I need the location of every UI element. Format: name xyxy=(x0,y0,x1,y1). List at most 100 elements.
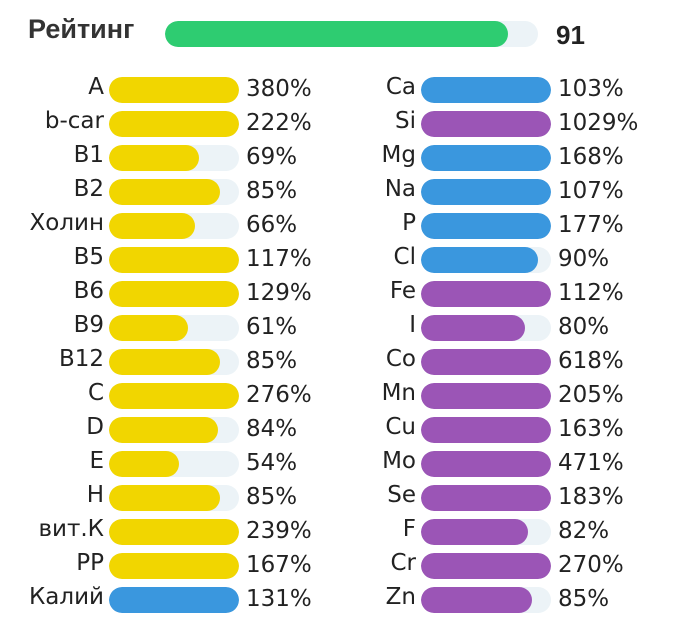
nutrient-row: Mn 205% xyxy=(330,378,680,412)
nutrient-bar-fill xyxy=(109,213,195,239)
nutrient-name: Fe xyxy=(389,278,416,304)
nutrient-percent: 380% xyxy=(246,76,312,102)
nutrient-row: F 82% xyxy=(330,514,680,548)
nutrient-name: F xyxy=(402,516,416,542)
nutrient-bar xyxy=(421,417,551,443)
nutrient-bar-fill xyxy=(421,213,551,239)
nutrient-row: Калий 131% xyxy=(0,582,330,616)
nutrient-row: PP 167% xyxy=(0,548,330,582)
nutrient-row: вит.К 239% xyxy=(0,514,330,548)
nutrient-row: P 177% xyxy=(330,208,680,242)
nutrient-bar-fill xyxy=(109,315,189,341)
nutrient-row: B1 69% xyxy=(0,140,330,174)
nutrient-bar-fill xyxy=(109,247,239,273)
nutrient-percent: 270% xyxy=(558,552,624,578)
nutrient-bar-fill xyxy=(421,417,551,443)
nutrient-row: Ca 103% xyxy=(330,72,680,106)
nutrient-bar xyxy=(421,315,551,341)
nutrient-bar xyxy=(421,349,551,375)
nutrient-row: B2 85% xyxy=(0,174,330,208)
nutrient-percent: 80% xyxy=(558,314,610,340)
nutrient-row: b-car 222% xyxy=(0,106,330,140)
nutrient-percent: 85% xyxy=(246,484,298,510)
nutrient-percent: 131% xyxy=(246,586,312,612)
nutrient-row: B9 61% xyxy=(0,310,330,344)
nutrient-name: B12 xyxy=(58,346,104,372)
nutrient-name: Mo xyxy=(382,448,416,474)
nutrient-bar xyxy=(109,111,239,137)
nutrient-bar xyxy=(109,213,239,239)
nutrient-name: Mn xyxy=(381,380,416,406)
nutrient-percent: 276% xyxy=(246,382,312,408)
nutrient-percent: 112% xyxy=(558,280,624,306)
nutrient-percent: 1029% xyxy=(558,110,639,136)
nutrient-name: Ca xyxy=(385,74,416,100)
nutrient-bar xyxy=(109,485,239,511)
nutrient-row: Fe 112% xyxy=(330,276,680,310)
nutrient-percent: 205% xyxy=(558,382,624,408)
nutrient-bar-fill xyxy=(421,111,551,137)
nutrient-percent: 82% xyxy=(558,518,610,544)
nutrient-name: Na xyxy=(384,176,416,202)
nutrient-bar xyxy=(421,485,551,511)
nutrient-bar xyxy=(421,77,551,103)
nutrient-name: B5 xyxy=(73,244,104,270)
nutrient-row: H 85% xyxy=(0,480,330,514)
nutrient-name: Холин xyxy=(29,210,104,236)
nutrient-row: C 276% xyxy=(0,378,330,412)
nutrient-row: B5 117% xyxy=(0,242,330,276)
nutrient-bar-fill xyxy=(109,451,180,477)
nutrient-percent: 177% xyxy=(558,212,624,238)
nutrient-bar-fill xyxy=(109,77,239,103)
nutrient-row: B12 85% xyxy=(0,344,330,378)
nutrient-name: Калий xyxy=(28,584,104,610)
nutrient-bar-fill xyxy=(421,179,551,205)
nutrient-name: B6 xyxy=(73,278,104,304)
nutrient-name: Cr xyxy=(390,550,416,576)
nutrient-bar-fill xyxy=(421,281,551,307)
nutrient-percent: 85% xyxy=(558,586,610,612)
nutrient-percent: 167% xyxy=(246,552,312,578)
nutrient-percent: 222% xyxy=(246,110,312,136)
nutrient-bar xyxy=(109,315,239,341)
nutrient-bar-fill xyxy=(421,451,551,477)
nutrient-percent: 163% xyxy=(558,416,624,442)
nutrient-row: Cu 163% xyxy=(330,412,680,446)
nutrient-name: B9 xyxy=(73,312,104,338)
nutrient-bar xyxy=(109,383,239,409)
nutrient-bar xyxy=(109,145,239,171)
nutrient-bar xyxy=(109,247,239,273)
nutrient-name: A xyxy=(88,74,104,100)
nutrient-percent: 61% xyxy=(246,314,298,340)
nutrient-name: Cu xyxy=(385,414,416,440)
nutrient-percent: 84% xyxy=(246,416,298,442)
nutrient-percent: 85% xyxy=(246,348,298,374)
nutrient-bar-fill xyxy=(421,145,551,171)
rating-value: 91 xyxy=(556,20,585,50)
nutrient-bar-fill xyxy=(109,587,239,613)
nutrient-row: Mo 471% xyxy=(330,446,680,480)
nutrient-bar xyxy=(421,519,551,545)
nutrient-bar xyxy=(421,111,551,137)
nutrient-percent: 66% xyxy=(246,212,298,238)
nutrient-name: H xyxy=(86,482,104,508)
nutrient-bar-fill xyxy=(109,179,220,205)
nutrient-bar-fill xyxy=(421,315,525,341)
nutrient-row: D 84% xyxy=(0,412,330,446)
nutrient-bar xyxy=(421,247,551,273)
nutrient-bar-fill xyxy=(109,417,219,443)
nutrient-bar xyxy=(421,179,551,205)
nutrient-name: B1 xyxy=(73,142,104,168)
nutrient-percent: 90% xyxy=(558,246,610,272)
rating-bar-fill xyxy=(165,21,509,47)
nutrient-bar-fill xyxy=(109,111,239,137)
nutrient-bar-fill xyxy=(421,553,551,579)
nutrient-bar xyxy=(109,77,239,103)
nutrient-bar xyxy=(109,519,239,545)
nutrient-bar-fill xyxy=(109,349,220,375)
nutrient-row: Cr 270% xyxy=(330,548,680,582)
vitamins-column: A 380% b-car 222% B1 69% B2 85% Холин 66% B5 117% B6… xyxy=(0,72,330,616)
nutrient-bar xyxy=(421,145,551,171)
rating-label: Рейтинг xyxy=(28,14,135,44)
nutrient-percent: 618% xyxy=(558,348,624,374)
